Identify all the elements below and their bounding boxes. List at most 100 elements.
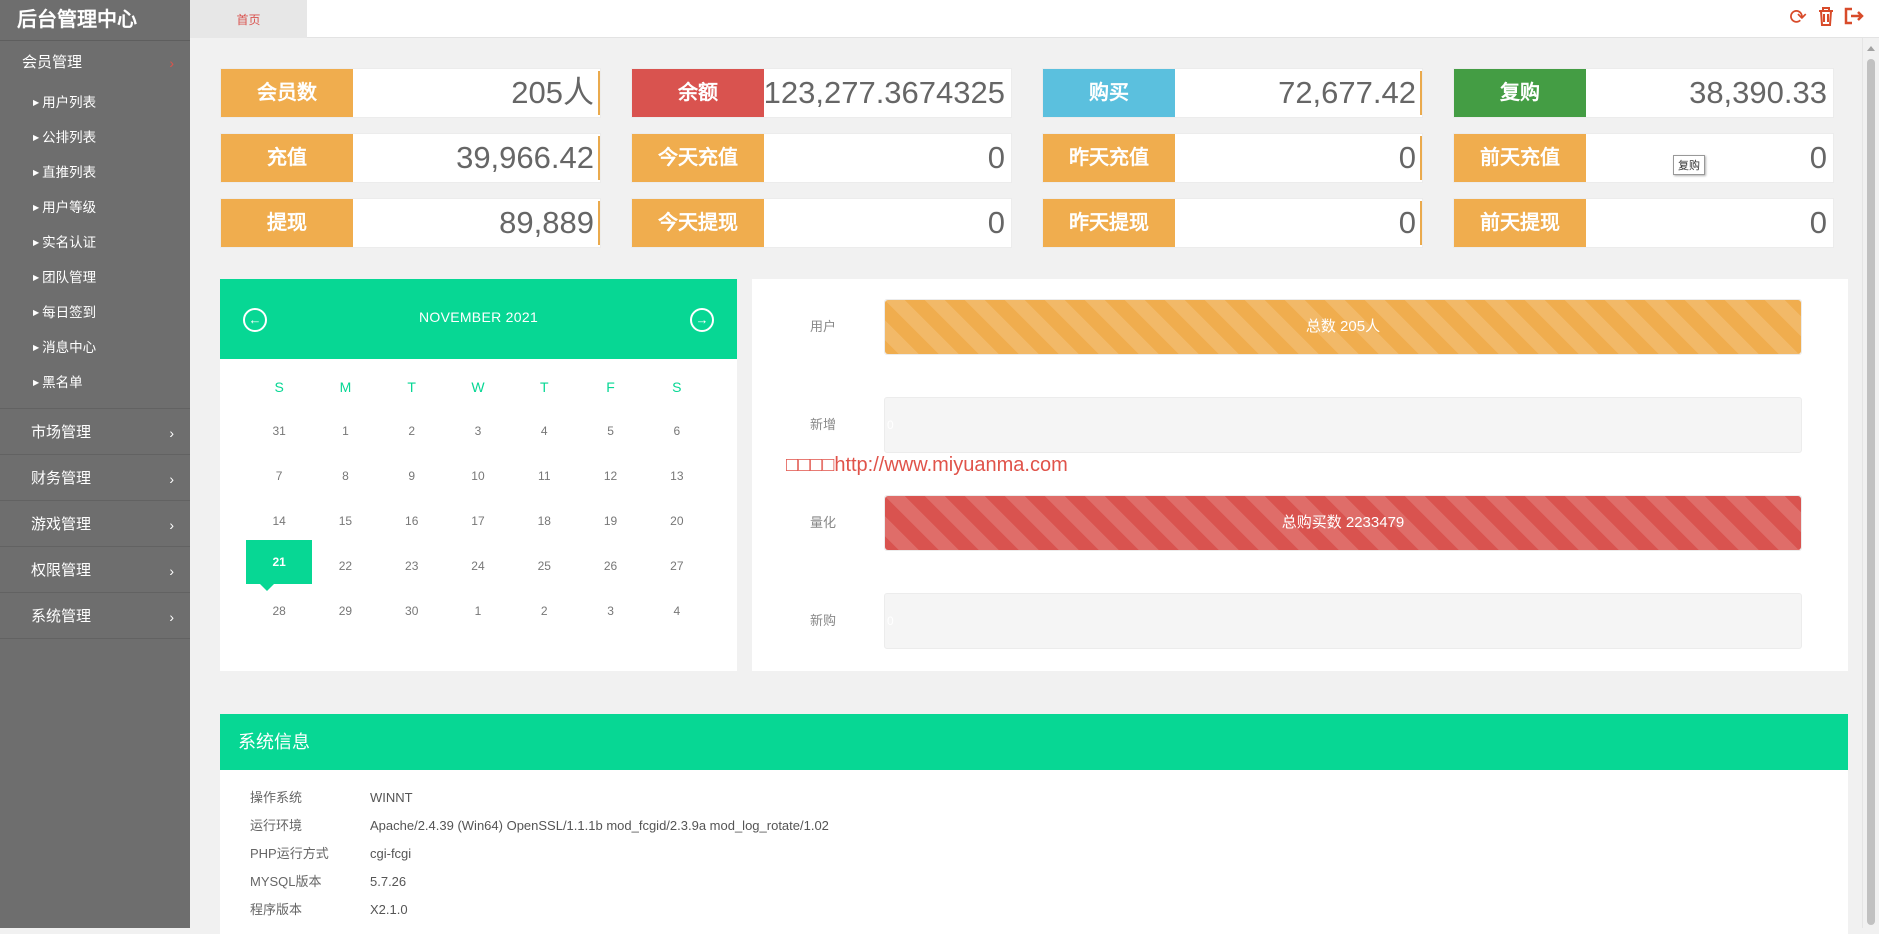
tab-home[interactable]: 首页 (190, 0, 307, 38)
brand-title: 后台管理中心 (0, 0, 190, 41)
sidebar-item-label: 用户等级 (42, 200, 97, 215)
scrollbar[interactable] (1862, 38, 1879, 928)
progress-label: 新增 (810, 417, 837, 432)
calendar-prev-icon[interactable]: ← (243, 308, 267, 332)
calendar-day[interactable]: 20 (670, 514, 684, 528)
sidebar-item[interactable]: ▶ 实名认证 (0, 225, 190, 260)
calendar-day[interactable]: 31 (272, 424, 286, 438)
calendar-day[interactable]: 6 (673, 424, 681, 438)
sidebar-item[interactable]: ▶ 用户列表 (0, 85, 190, 120)
calendar-day[interactable]: 8 (342, 469, 349, 483)
calendar-day[interactable]: 14 (272, 514, 286, 528)
caret-right-icon: ▶ (33, 378, 40, 387)
system-info-row: 程序版本 X2.1.0 (250, 896, 408, 924)
weekday-label: T (539, 379, 549, 395)
calendar-day[interactable]: 24 (471, 559, 485, 573)
calendar-day[interactable]: 12 (603, 469, 618, 483)
progress-fill: 总购买数 2233479 (885, 496, 1801, 550)
system-info-value: cgi-fcgi (370, 846, 412, 861)
system-info-row: 操作系统 WINNT (250, 784, 413, 812)
calendar-day[interactable]: 10 (471, 469, 485, 483)
calendar-day[interactable]: 25 (537, 559, 551, 573)
sidebar-item[interactable]: ▶ 消息中心 (0, 330, 190, 365)
calendar-day[interactable]: 23 (405, 559, 419, 573)
sidebar-item-label: 公排列表 (42, 130, 97, 145)
stat-divider (598, 201, 600, 245)
calendar-day[interactable]: 28 (272, 604, 286, 618)
progress-track: 0 (884, 397, 1802, 453)
calendar-day[interactable]: 13 (670, 469, 684, 483)
menu-head-member[interactable]: 会员管理 › (0, 41, 190, 85)
sidebar-item[interactable]: ▶ 直推列表 (0, 155, 190, 190)
calendar-day[interactable]: 7 (275, 469, 283, 483)
calendar-day[interactable]: 22 (338, 559, 353, 573)
progress-row: 用户 总数 205人 (752, 299, 1848, 355)
menu-head-label: 权限管理 (31, 562, 92, 579)
stat-card: 会员数 205人 (220, 68, 601, 118)
calendar-day[interactable]: 9 (408, 469, 416, 483)
progress-fill: 总数 205人 (885, 300, 1801, 354)
calendar-next-icon[interactable]: → (690, 308, 714, 332)
weekday-label: S (672, 379, 682, 395)
sidebar-item[interactable]: ▶ 黑名单 (0, 365, 190, 400)
stat-label: 会员数 (221, 69, 353, 117)
scroll-up-icon[interactable] (1867, 46, 1875, 51)
calendar-day[interactable]: 4 (540, 424, 548, 438)
stat-label: 余额 (632, 69, 764, 117)
stat-value: 89,889 (499, 205, 594, 240)
sidebar-item-label: 团队管理 (42, 270, 97, 285)
sidebar-item-label: 每日签到 (42, 305, 97, 320)
calendar-title: NOVEMBER 2021 (418, 309, 539, 325)
watermark: □□□□http://www.miyuanma.com (786, 454, 1068, 476)
calendar-day[interactable]: 5 (607, 424, 614, 438)
refresh-icon[interactable]: ⟳ (1789, 6, 1807, 29)
calendar-day[interactable]: 4 (673, 604, 681, 618)
chevron-right-icon: › (169, 563, 174, 579)
logout-icon[interactable] (1843, 6, 1865, 30)
calendar-day[interactable]: 29 (338, 604, 353, 618)
calendar-day[interactable]: 17 (471, 514, 485, 528)
calendar-day[interactable]: 16 (405, 514, 419, 528)
calendar-day[interactable]: 3 (474, 424, 482, 438)
menu-head[interactable]: 市场管理 › (0, 409, 190, 454)
calendar-day[interactable]: 2 (408, 424, 416, 438)
system-info-value: Apache/2.4.39 (Win64) OpenSSL/1.1.1b mod… (370, 818, 829, 833)
calendar-day[interactable]: 19 (603, 514, 618, 528)
weekday-label: S (274, 379, 284, 395)
trash-icon[interactable] (1815, 6, 1837, 30)
calendar-day[interactable]: 2 (540, 604, 548, 618)
chevron-right-icon: › (169, 425, 174, 441)
calendar-day[interactable]: 3 (607, 604, 614, 618)
calendar-day[interactable]: 1 (342, 424, 349, 438)
system-info-row: 运行环境 Apache/2.4.39 (Win64) OpenSSL/1.1.1b… (250, 812, 829, 840)
stat-value: 0 (1398, 140, 1416, 175)
stat-card: 复购 38,390.33 (1453, 68, 1834, 118)
calendar-today[interactable]: 21 (246, 540, 313, 591)
calendar-day[interactable]: 26 (603, 559, 618, 573)
calendar-day[interactable]: 18 (537, 514, 551, 528)
menu-group: 系统管理 › (0, 593, 190, 639)
stat-card: 前天充值 0 (1453, 133, 1834, 183)
submenu: ▶ 用户列表 ▶ 公排列表 ▶ 直推列表 ▶ 用户等级 ▶ 实名认证 ▶ 团队管理 ▶ 每日签到 ▶ 消息中心… (0, 85, 190, 408)
system-info-key: 程序版本 (250, 902, 303, 917)
calendar-day[interactable]: 30 (405, 604, 419, 618)
menu-head[interactable]: 游戏管理 › (0, 501, 190, 546)
scroll-thumb[interactable] (1867, 59, 1875, 925)
calendar-day[interactable]: 1 (474, 604, 482, 618)
calendar-day[interactable]: 27 (670, 559, 684, 573)
stat-card: 前天提现 0 (1453, 198, 1834, 248)
caret-right-icon: ▶ (33, 308, 40, 317)
menu-head[interactable]: 权限管理 › (0, 547, 190, 592)
menu-head[interactable]: 财务管理 › (0, 455, 190, 500)
sidebar-item[interactable]: ▶ 公排列表 (0, 120, 190, 155)
calendar-day[interactable]: 15 (338, 514, 353, 528)
sidebar-item[interactable]: ▶ 用户等级 (0, 190, 190, 225)
menu-head[interactable]: 系统管理 › (0, 593, 190, 638)
calendar: ← NOVEMBER 2021 → S M T W T F S 31 1 2 3 4 5 6 7 8 9 10 11… (220, 279, 737, 671)
calendar-day[interactable]: 11 (538, 469, 551, 483)
stat-value: 0 (987, 205, 1005, 240)
caret-right-icon: ▶ (33, 98, 40, 107)
sidebar-item[interactable]: ▶ 团队管理 (0, 260, 190, 295)
sidebar-item[interactable]: ▶ 每日签到 (0, 295, 190, 330)
